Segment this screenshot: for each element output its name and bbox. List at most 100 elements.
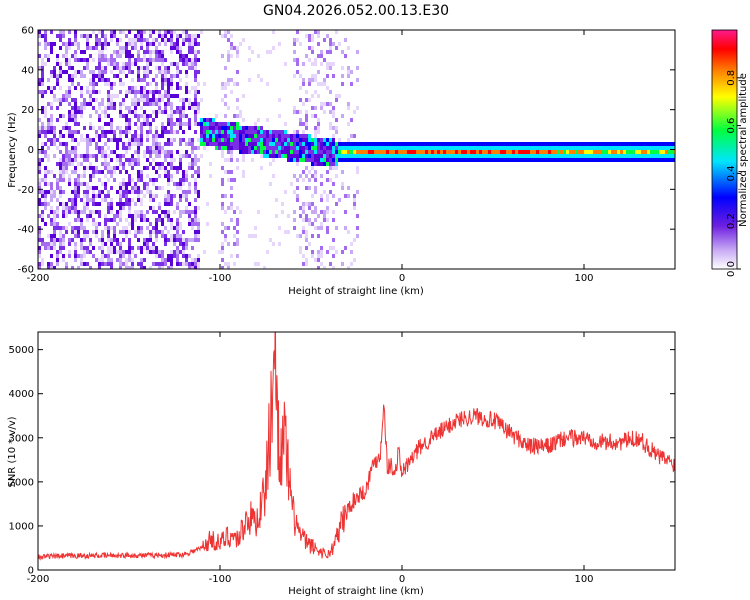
heatmap-cell — [146, 74, 149, 78]
heatmap-cell — [224, 82, 227, 86]
heatmap-cell — [182, 250, 185, 254]
heatmap-cell — [569, 150, 572, 154]
heatmap-cell — [98, 106, 101, 110]
heatmap-cell — [230, 130, 233, 134]
heatmap-cell — [476, 146, 479, 150]
heatmap-cell — [146, 190, 149, 194]
heatmap-cell — [38, 150, 41, 154]
heatmap-cell — [653, 154, 656, 158]
heatmap-cell — [299, 142, 302, 146]
heatmap-cell — [104, 226, 107, 230]
heatmap-cell — [176, 166, 179, 170]
heatmap-cell — [101, 110, 104, 114]
heatmap-cell — [98, 146, 101, 150]
heatmap-cell — [47, 42, 50, 46]
heatmap-cell — [161, 130, 164, 134]
heatmap-cell — [311, 94, 314, 98]
heatmap-cell — [68, 102, 71, 106]
heatmap-cell — [311, 210, 314, 214]
heatmap-cell — [191, 222, 194, 226]
heatmap-cell — [167, 170, 170, 174]
chart-title: GN04.2026.052.00.13.E30 — [263, 3, 449, 19]
heatmap-cell — [164, 42, 167, 46]
heatmap-cell — [137, 78, 140, 82]
heatmap-cell — [182, 62, 185, 66]
heatmap-cell — [224, 30, 227, 34]
heatmap-cell — [74, 246, 77, 250]
heatmap-cell — [563, 150, 566, 154]
heatmap-cell — [80, 138, 83, 142]
heatmap-cell — [200, 30, 203, 34]
heatmap-cell — [245, 146, 248, 150]
heatmap-cell — [77, 226, 80, 230]
heatmap-cell — [350, 158, 353, 162]
heatmap-cell — [173, 182, 176, 186]
heatmap-cell — [317, 150, 320, 154]
heatmap-cell — [635, 158, 638, 162]
heatmap-cell — [77, 254, 80, 258]
heatmap-cell — [65, 262, 68, 266]
heatmap-cell — [53, 218, 56, 222]
heatmap-cell — [113, 106, 116, 110]
heatmap-cell — [143, 54, 146, 58]
heatmap-cell — [296, 38, 299, 42]
heatmap-cell — [56, 138, 59, 142]
heatmap-cell — [170, 126, 173, 130]
heatmap-cell — [311, 202, 314, 206]
heatmap-cell — [128, 162, 131, 166]
heatmap-cell — [317, 126, 320, 130]
heatmap-cell — [155, 114, 158, 118]
heatmap-cell — [311, 50, 314, 54]
heatmap-cell — [308, 98, 311, 102]
heatmap-cell — [596, 146, 599, 150]
heatmap-cell — [80, 226, 83, 230]
heatmap-cell — [299, 122, 302, 126]
heatmap-cell — [599, 154, 602, 158]
heatmap-cell — [167, 138, 170, 142]
heatmap-cell — [296, 70, 299, 74]
heatmap-cell — [212, 138, 215, 142]
heatmap-cell — [332, 154, 335, 158]
heatmap-cell — [41, 58, 44, 62]
heatmap-cell — [323, 190, 326, 194]
heatmap-cell — [50, 50, 53, 54]
heatmap-cell — [302, 134, 305, 138]
heatmap-cell — [83, 202, 86, 206]
heatmap-cell — [188, 106, 191, 110]
heatmap-cell — [236, 206, 239, 210]
heatmap-cell — [614, 158, 617, 162]
heatmap-cell — [317, 138, 320, 142]
heatmap-cell — [71, 170, 74, 174]
heatmap-cell — [329, 158, 332, 162]
heatmap-cell — [293, 150, 296, 154]
heatmap-cell — [140, 106, 143, 110]
heatmap-cell — [314, 142, 317, 146]
heatmap-cell — [68, 158, 71, 162]
heatmap-cell — [341, 150, 344, 154]
heatmap-cell — [188, 238, 191, 242]
heatmap-cell — [155, 58, 158, 62]
heatmap-cell — [119, 102, 122, 106]
heatmap-cell — [332, 150, 335, 154]
heatmap-cell — [137, 50, 140, 54]
heatmap-cell — [242, 158, 245, 162]
heatmap-cell — [74, 182, 77, 186]
heatmap-cell — [83, 250, 86, 254]
heatmap-cell — [647, 154, 650, 158]
heatmap-cell — [92, 82, 95, 86]
heatmap-cell — [332, 246, 335, 250]
heatmap-cell — [185, 170, 188, 174]
heatmap-cell — [143, 150, 146, 154]
heatmap-cell — [302, 262, 305, 266]
heatmap-cell — [323, 162, 326, 166]
heatmap-cell — [329, 122, 332, 126]
heatmap-cell — [41, 262, 44, 266]
heatmap-cell — [260, 154, 263, 158]
x-tick-label: 100 — [574, 574, 593, 585]
heatmap-cell — [218, 126, 221, 130]
heatmap-cell — [122, 30, 125, 34]
heatmap-cell — [230, 158, 233, 162]
heatmap-cell — [428, 150, 431, 154]
heatmap-cell — [140, 202, 143, 206]
heatmap-cell — [119, 154, 122, 158]
